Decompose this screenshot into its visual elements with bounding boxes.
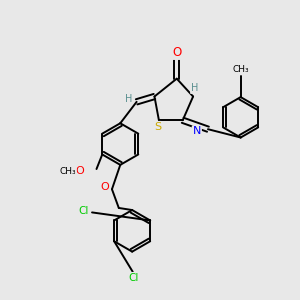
- Text: O: O: [100, 182, 109, 192]
- Text: Cl: Cl: [128, 273, 139, 283]
- Text: O: O: [76, 167, 85, 176]
- Text: H: H: [191, 83, 198, 93]
- Text: CH₃: CH₃: [232, 65, 249, 74]
- Text: CH₃: CH₃: [59, 167, 76, 176]
- Text: H: H: [124, 94, 132, 104]
- Text: Cl: Cl: [79, 206, 89, 216]
- Text: N: N: [193, 126, 201, 136]
- Text: S: S: [154, 122, 161, 132]
- Text: O: O: [173, 46, 182, 59]
